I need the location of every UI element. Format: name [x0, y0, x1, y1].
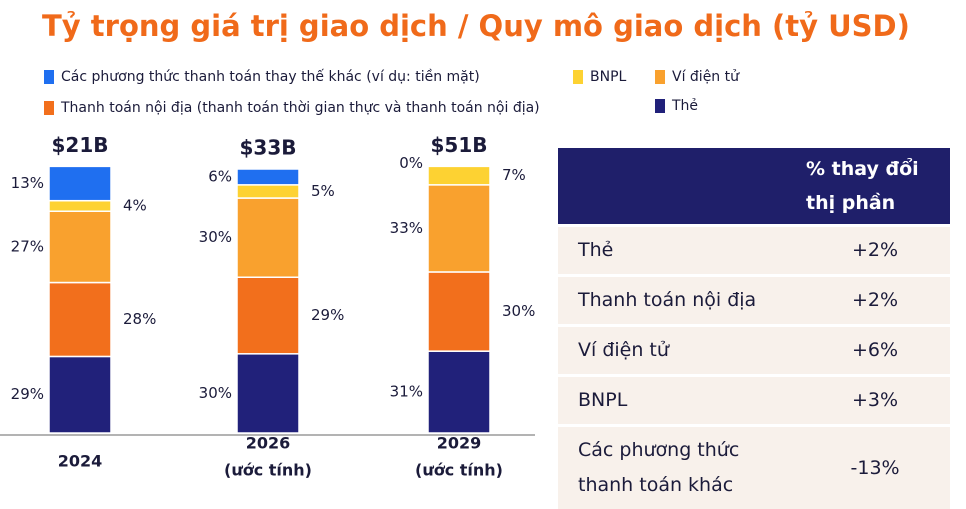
bar-segment [428, 351, 490, 433]
bar-segment [428, 185, 490, 272]
bar-segment [49, 283, 111, 357]
bar-segment [49, 356, 111, 433]
total-label: $51B [431, 133, 488, 157]
value-label: 29% [311, 306, 344, 324]
row-value: +2% [800, 226, 950, 276]
bar-segment [237, 185, 299, 198]
value-label: 27% [11, 237, 44, 255]
value-label: 31% [390, 383, 423, 401]
row-label: Thanh toán nội địa [558, 276, 800, 326]
row-label: BNPL [558, 376, 800, 426]
bar-segment [237, 277, 299, 354]
chart-title: Tỷ trọng giá trị giao dịch / Quy mô giao… [42, 9, 910, 43]
bar-segment [428, 272, 490, 351]
total-label: $21B [52, 133, 109, 157]
legend-label: Thẻ [671, 98, 698, 114]
legend-swatch [655, 99, 665, 113]
legend-swatch [655, 70, 665, 84]
value-label: 30% [199, 384, 232, 402]
value-label: 4% [123, 196, 147, 214]
x-tick-note: (ước tính) [415, 461, 503, 480]
row-label: Ví điện tử [558, 326, 800, 376]
value-label: 6% [208, 167, 232, 185]
value-label: 0% [399, 154, 423, 172]
table-row: BNPL+3% [558, 376, 950, 426]
value-label: 33% [390, 219, 423, 237]
bar-segment [237, 198, 299, 277]
bar-segment [428, 166, 490, 184]
value-label: 28% [123, 310, 156, 328]
value-label: 29% [11, 385, 44, 403]
value-label: 30% [502, 302, 535, 320]
table-row: Các phương thức thanh toán khác-13% [558, 426, 950, 509]
legend-swatch [44, 70, 54, 84]
x-tick-note: (ước tính) [224, 461, 312, 480]
table-row: Thanh toán nội địa+2% [558, 276, 950, 326]
row-value: +3% [800, 376, 950, 426]
bar-segment [49, 166, 111, 200]
legend-swatch [573, 70, 583, 84]
x-tick-label: 2024 [58, 452, 103, 471]
value-label: 5% [311, 182, 335, 200]
row-value: +2% [800, 276, 950, 326]
page: Tỷ trọng giá trị giao dịch / Quy mô giao… [0, 0, 966, 487]
legend-label: BNPL [590, 69, 627, 85]
bar-segment [49, 201, 111, 212]
x-tick-label: 2029 [437, 434, 482, 453]
value-label: 7% [502, 166, 526, 184]
row-value: +6% [800, 326, 950, 376]
bar-segment [237, 169, 299, 185]
table-row: Thẻ+2% [558, 226, 950, 276]
legend-label: Thanh toán nội địa (thanh toán thời gian… [60, 100, 540, 116]
table-header: % thay đổi thị phần [558, 148, 950, 226]
legend-swatch [44, 101, 54, 115]
legend-label: Ví điện tử [672, 69, 740, 85]
bar-segment [237, 354, 299, 433]
x-tick-label: 2026 [246, 434, 291, 453]
row-label: Các phương thức thanh toán khác [558, 426, 800, 509]
legend-label: Các phương thức thanh toán thay thế khác… [61, 68, 480, 85]
share-table: % thay đổi thị phần Thẻ+2%Thanh toán nội… [558, 148, 950, 509]
value-label: 30% [199, 228, 232, 246]
bar-segment [49, 211, 111, 282]
row-label: Thẻ [558, 226, 800, 276]
total-label: $33B [240, 136, 297, 160]
value-label: 13% [11, 174, 44, 192]
table-row: Ví điện tử+6% [558, 326, 950, 376]
row-value: -13% [800, 426, 950, 509]
